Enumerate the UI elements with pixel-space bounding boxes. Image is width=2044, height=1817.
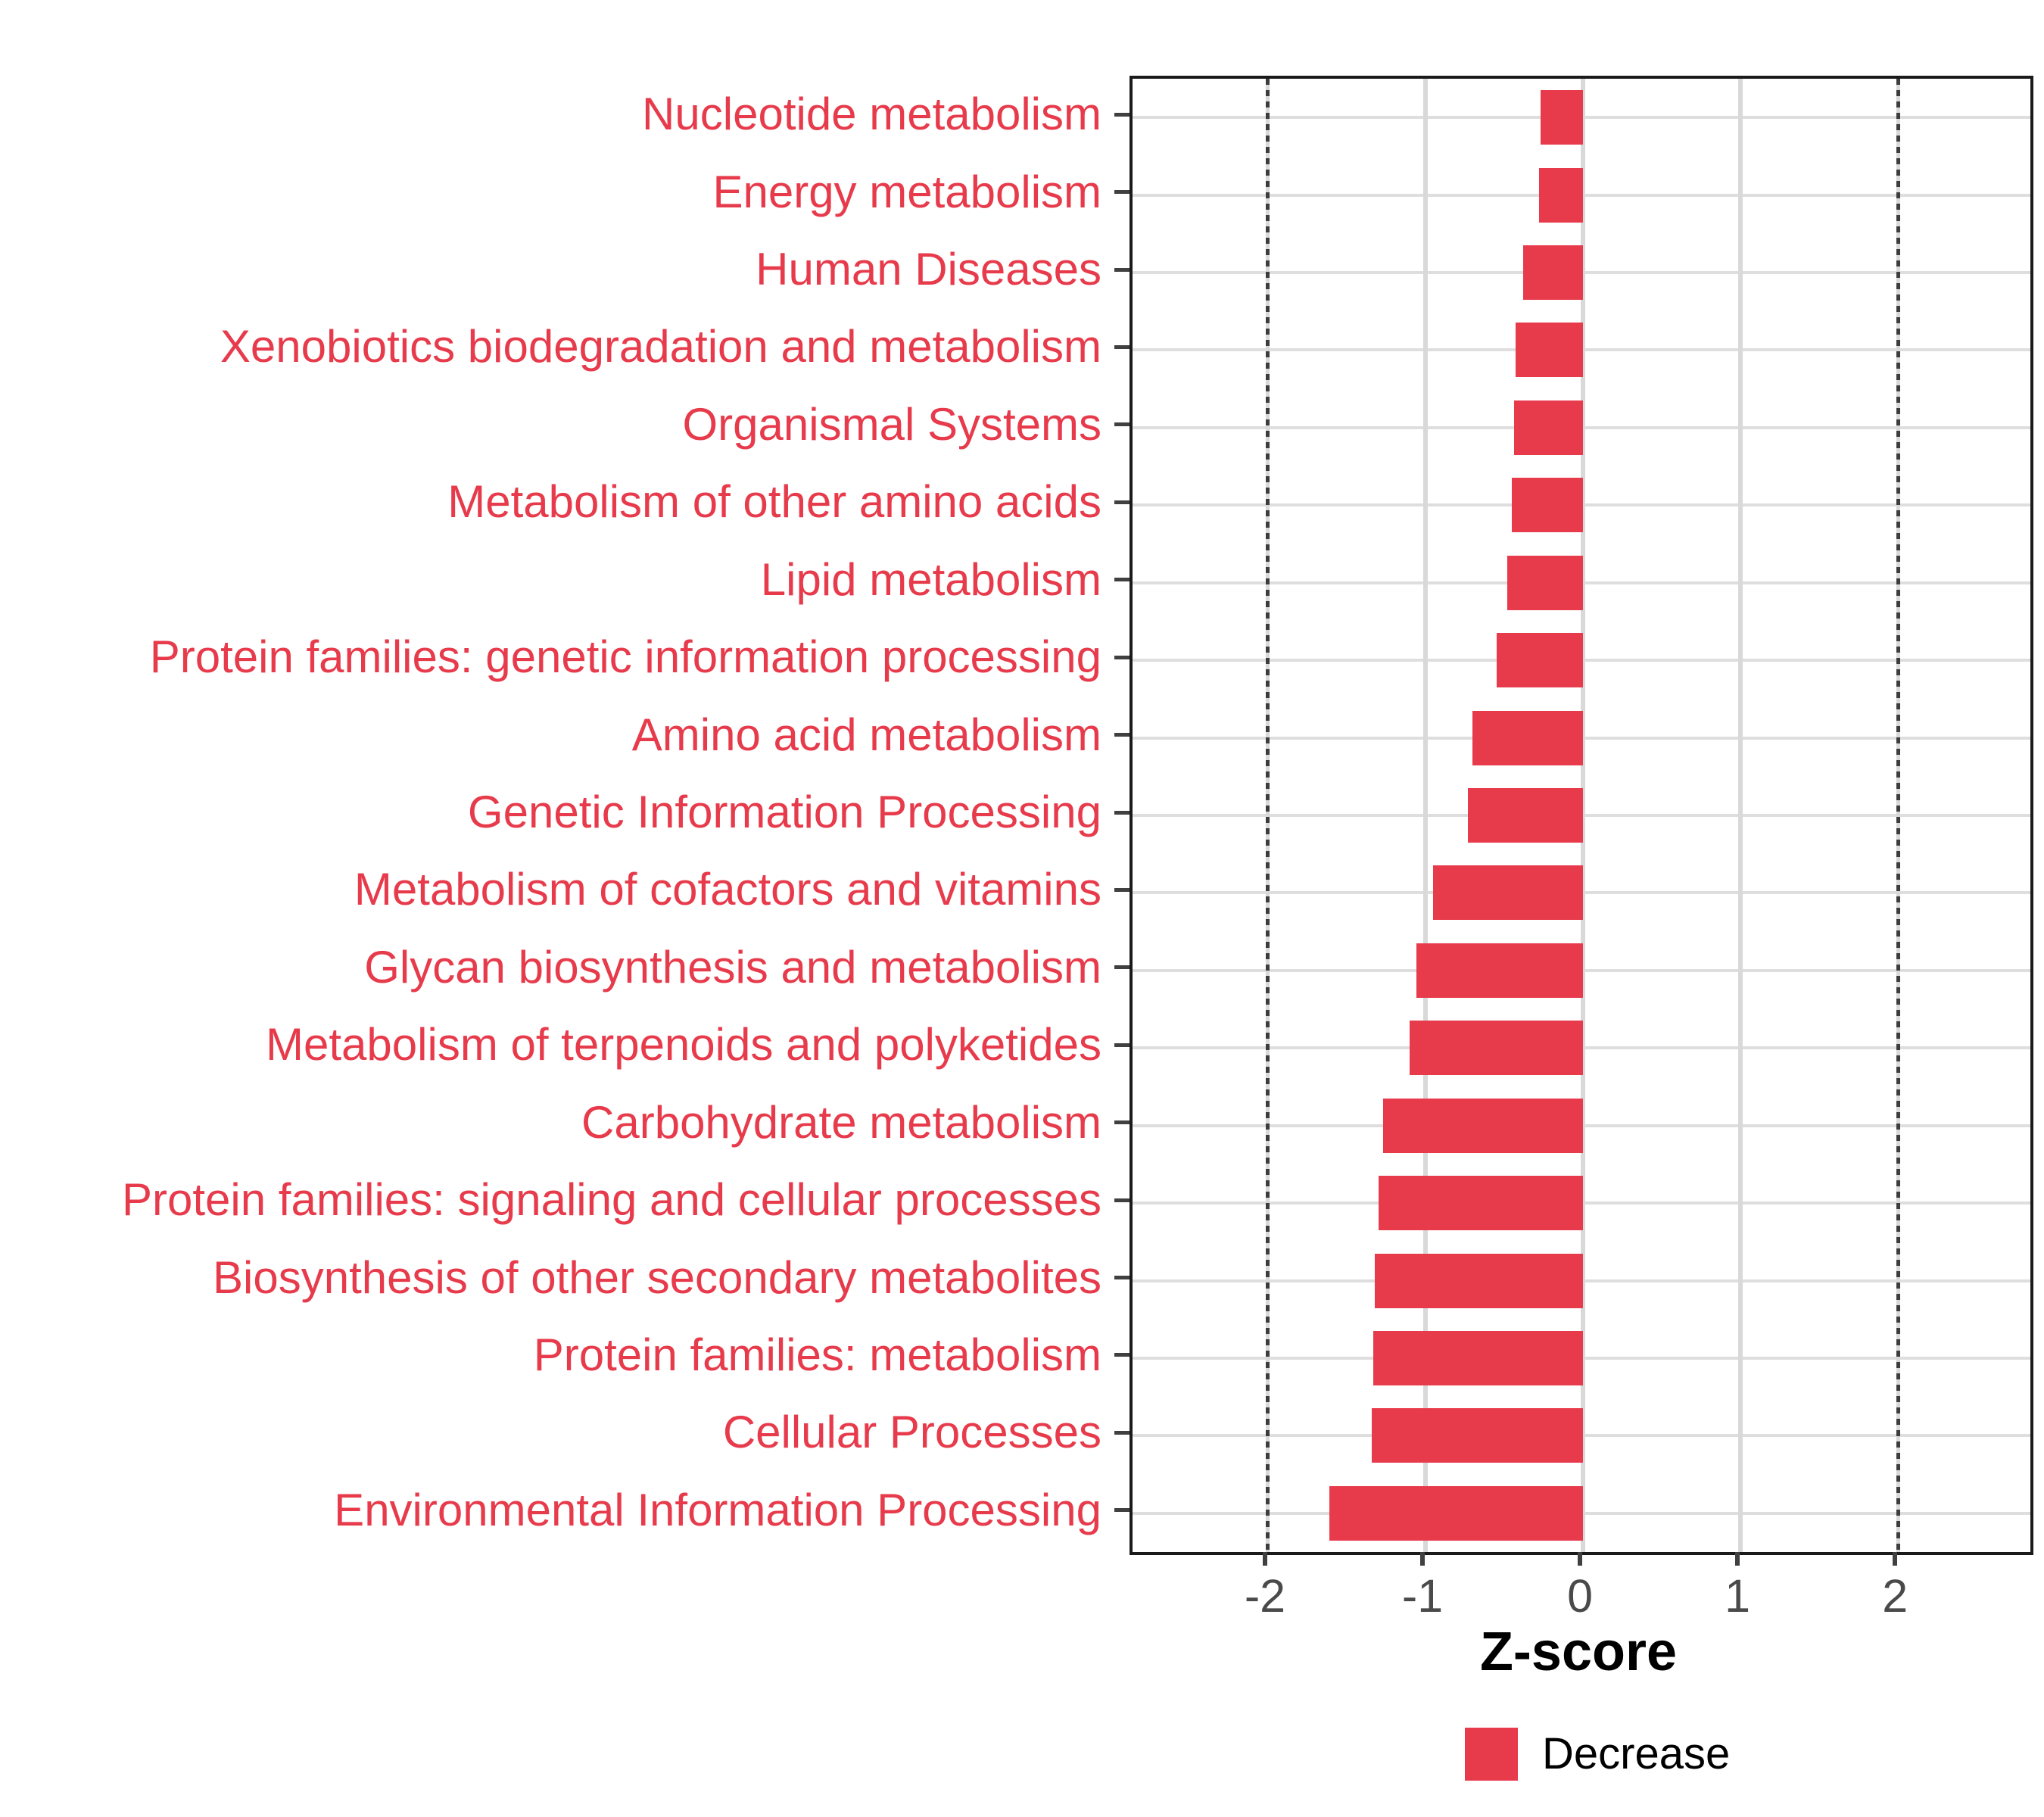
y-axis-tick bbox=[1114, 1120, 1129, 1125]
y-axis-tick bbox=[1114, 810, 1129, 815]
y-axis-label: Protein families: signaling and cellular… bbox=[122, 1174, 1101, 1226]
bar bbox=[1372, 1408, 1584, 1463]
bar bbox=[1523, 245, 1584, 301]
bar bbox=[1513, 400, 1584, 455]
y-axis-tick bbox=[1114, 1430, 1129, 1435]
y-axis-tick bbox=[1114, 1353, 1129, 1357]
bar bbox=[1382, 1098, 1584, 1153]
bar bbox=[1416, 943, 1584, 998]
y-axis-label: Metabolism of terpenoids and polyketides bbox=[266, 1019, 1101, 1071]
vertical-gridline bbox=[1581, 79, 1586, 1552]
x-axis-title: Z-score bbox=[1479, 1622, 1678, 1682]
y-axis-label: Environmental Information Processing bbox=[334, 1484, 1101, 1535]
vertical-gridline bbox=[1738, 79, 1743, 1552]
vertical-gridline bbox=[1423, 79, 1428, 1552]
y-axis-label: Glycan biosynthesis and metabolism bbox=[364, 941, 1101, 993]
x-axis-tick-label: -1 bbox=[1401, 1570, 1444, 1622]
y-axis-tick bbox=[1114, 1043, 1129, 1047]
y-axis-tick bbox=[1114, 733, 1129, 737]
y-axis-label: Genetic Information Processing bbox=[467, 787, 1101, 837]
y-axis-label: Metabolism of cofactors and vitamins bbox=[354, 864, 1101, 915]
bar bbox=[1468, 788, 1584, 843]
bar bbox=[1410, 1021, 1584, 1076]
y-axis-label: Organismal Systems bbox=[682, 398, 1101, 450]
y-axis-label: Human Diseases bbox=[756, 244, 1101, 295]
y-axis-label: Nucleotide metabolism bbox=[642, 89, 1101, 140]
y-axis-label: Protein families: genetic information pr… bbox=[149, 631, 1101, 683]
dotted-reference-line bbox=[1266, 79, 1270, 1552]
bar bbox=[1378, 1176, 1584, 1231]
bar bbox=[1496, 633, 1584, 688]
x-axis-tick-label: 1 bbox=[1725, 1570, 1751, 1622]
y-axis-tick bbox=[1114, 112, 1129, 117]
y-axis-label: Cellular Processes bbox=[722, 1407, 1101, 1458]
legend-label-decrease: Decrease bbox=[1542, 1729, 1731, 1778]
plot-panel bbox=[1129, 76, 2033, 1555]
y-axis-tick bbox=[1114, 500, 1129, 504]
bar bbox=[1472, 710, 1584, 765]
bar bbox=[1515, 323, 1584, 378]
dotted-reference-line bbox=[1896, 79, 1900, 1552]
legend-swatch-decrease bbox=[1465, 1728, 1518, 1781]
y-axis-label: Amino acid metabolism bbox=[631, 709, 1101, 760]
y-axis-tick bbox=[1114, 887, 1129, 892]
y-axis-tick bbox=[1114, 344, 1129, 349]
y-axis-tick bbox=[1114, 190, 1129, 195]
bar bbox=[1375, 1253, 1584, 1308]
y-axis-tick bbox=[1114, 1508, 1129, 1513]
y-axis-label: Metabolism of other amino acids bbox=[447, 476, 1101, 528]
bar bbox=[1540, 90, 1584, 145]
y-axis-label: Energy metabolism bbox=[712, 166, 1101, 217]
y-axis-label: Carbohydrate metabolism bbox=[581, 1096, 1101, 1148]
y-axis-label: Protein families: metabolism bbox=[533, 1329, 1101, 1380]
y-axis-tick bbox=[1114, 965, 1129, 970]
bar bbox=[1512, 478, 1584, 533]
y-axis-labels: Nucleotide metabolism Energy metabolism Hu… bbox=[0, 76, 1101, 1549]
y-axis-tick bbox=[1114, 578, 1129, 582]
y-axis-tick bbox=[1114, 267, 1129, 272]
y-axis-tick bbox=[1114, 1198, 1129, 1202]
legend: Decrease bbox=[1465, 1728, 1730, 1781]
y-axis-tick bbox=[1114, 422, 1129, 427]
y-axis-label: Xenobiotics biodegradation and metabolis… bbox=[220, 321, 1101, 372]
bar bbox=[1433, 865, 1584, 921]
bar bbox=[1507, 555, 1584, 610]
y-axis-label: Lipid metabolism bbox=[760, 553, 1101, 605]
x-axis-tick-label: -2 bbox=[1244, 1570, 1286, 1622]
y-axis-tick bbox=[1114, 1276, 1129, 1280]
bar bbox=[1538, 167, 1584, 223]
x-axis-tick-label: 2 bbox=[1882, 1570, 1908, 1622]
y-axis-tick bbox=[1114, 655, 1129, 659]
bar bbox=[1329, 1485, 1584, 1541]
bar bbox=[1373, 1330, 1584, 1385]
y-axis-label: Biosynthesis of other secondary metaboli… bbox=[213, 1251, 1101, 1303]
x-axis-tick-label: 0 bbox=[1567, 1570, 1594, 1622]
